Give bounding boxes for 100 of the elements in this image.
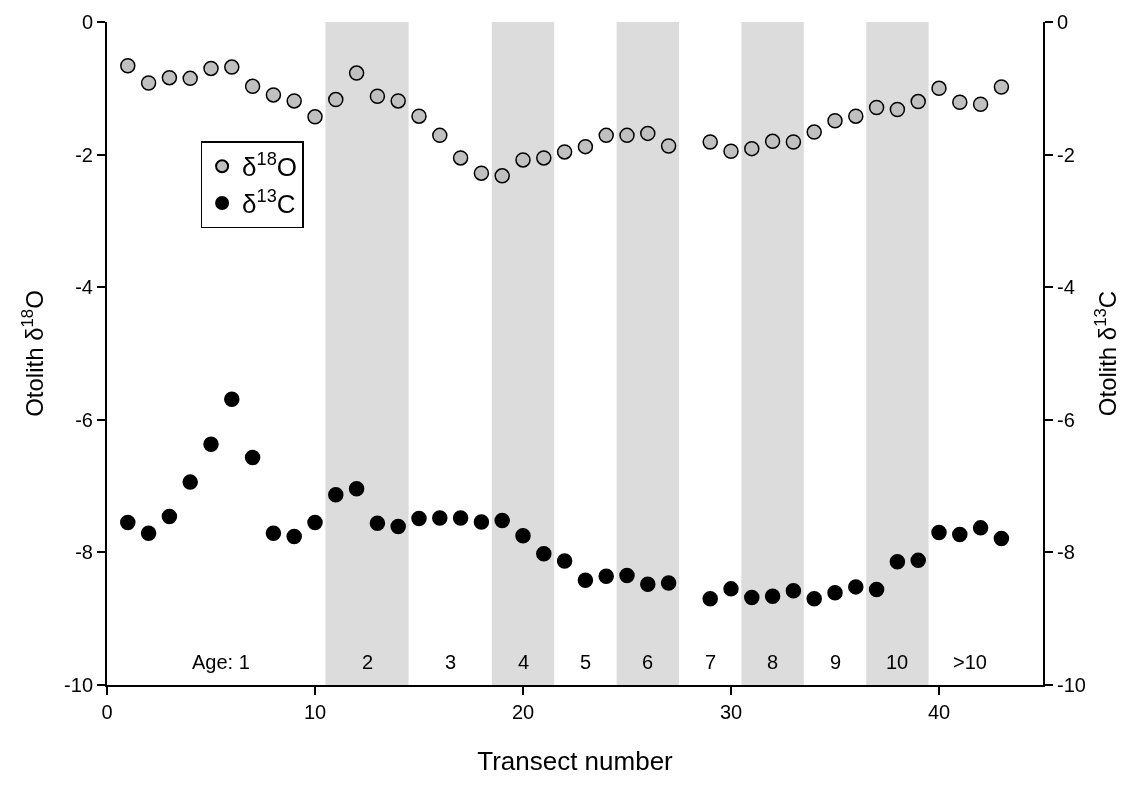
point [265, 525, 282, 541]
point [889, 101, 906, 118]
point [265, 87, 282, 103]
point [972, 96, 989, 112]
point [203, 436, 219, 453]
point [494, 168, 510, 184]
point [348, 65, 365, 81]
point [952, 94, 968, 110]
point [640, 125, 656, 142]
point [328, 486, 344, 503]
point [369, 88, 386, 104]
point [390, 93, 406, 109]
point [120, 514, 136, 531]
point [868, 581, 885, 598]
point [931, 80, 947, 97]
point [931, 524, 947, 541]
point [140, 75, 157, 91]
point [161, 69, 178, 86]
point [203, 60, 219, 77]
point [307, 109, 323, 125]
x-tick-label: 20 [511, 701, 535, 723]
annotation: >10 [953, 651, 987, 673]
point [452, 510, 469, 526]
point [660, 575, 677, 591]
point [744, 589, 760, 606]
point [411, 108, 427, 124]
point [515, 152, 531, 168]
band-label: 10 [886, 651, 909, 673]
point [598, 568, 614, 585]
annotation: Age: 1 [192, 651, 250, 673]
point [619, 567, 635, 584]
point [494, 512, 510, 529]
annotation: 5 [580, 651, 592, 673]
annotation: 7 [705, 651, 717, 673]
point [224, 59, 240, 75]
point [993, 530, 1010, 547]
point [536, 545, 552, 562]
x-axis-title: Transect number [477, 746, 674, 777]
point [972, 520, 989, 536]
point [785, 134, 802, 150]
y2-tick-label: -4 [1057, 276, 1075, 299]
y-tick-label: -6 [75, 408, 93, 431]
point [452, 150, 469, 166]
point [640, 576, 656, 592]
annotation: 9 [830, 651, 842, 673]
legend-label: δ$^{18}$O [242, 149, 298, 183]
point [577, 138, 594, 155]
point [827, 585, 843, 601]
point [244, 449, 261, 466]
y2-tick-label: -10 [1057, 674, 1086, 696]
x-tick-label: 0 [101, 701, 113, 723]
y-tick-label: -4 [75, 276, 93, 299]
point [556, 144, 573, 160]
x-tick-label: 30 [719, 701, 743, 723]
x-tick-label: 40 [927, 701, 951, 723]
point [889, 553, 906, 570]
point [411, 510, 427, 527]
point [660, 138, 677, 154]
point [390, 518, 406, 535]
legend-label: δ$^{13}$C [242, 186, 296, 220]
point [577, 572, 594, 588]
point [182, 474, 198, 490]
point [910, 552, 926, 569]
point [120, 58, 136, 74]
band-label: 2 [362, 651, 374, 673]
point [952, 526, 968, 543]
point [369, 515, 386, 531]
point [328, 91, 344, 108]
y-tick-label: -8 [75, 541, 93, 564]
point [764, 133, 781, 150]
point [723, 581, 739, 597]
y2-tick-label: -8 [1057, 541, 1075, 564]
band-label: 6 [642, 651, 654, 673]
point [182, 70, 198, 87]
point [432, 510, 448, 526]
point [723, 143, 739, 160]
point [140, 525, 157, 541]
point [473, 165, 490, 181]
point [702, 591, 718, 607]
point [744, 140, 760, 157]
point [286, 528, 302, 545]
y-tick-label: -10 [64, 674, 93, 696]
y2-tick-label: 0 [1057, 11, 1069, 33]
point [307, 514, 323, 531]
band-label: 4 [518, 651, 530, 673]
point [702, 134, 718, 150]
point [619, 127, 635, 144]
point [806, 591, 822, 607]
y-tick-label: -2 [75, 143, 93, 166]
y2-tick-label: -6 [1057, 408, 1075, 431]
y-tick-label: 0 [81, 11, 93, 33]
point [286, 93, 302, 109]
point [785, 583, 802, 599]
point [848, 108, 864, 124]
band-label: 8 [767, 651, 779, 673]
point [910, 93, 926, 110]
point [473, 514, 490, 530]
point [848, 579, 864, 595]
x-tick-label: 10 [303, 701, 327, 723]
point [868, 99, 885, 116]
